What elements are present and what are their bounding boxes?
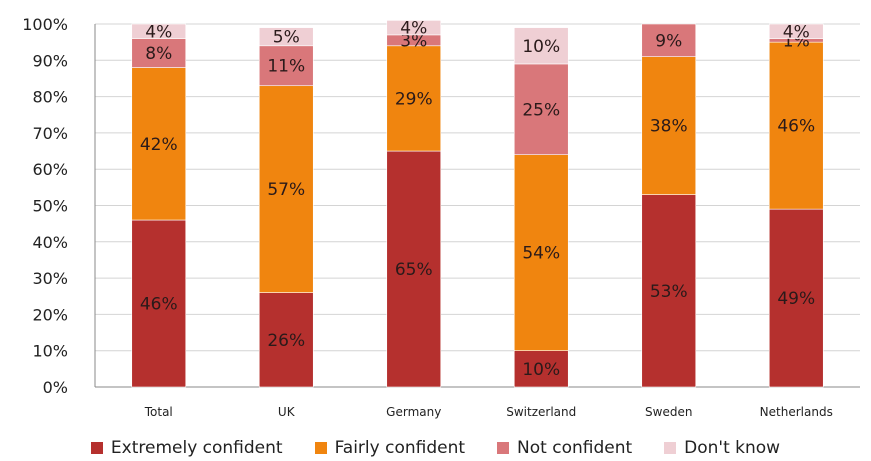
bar-segment-not-confident xyxy=(641,23,697,57)
bar-segment-extremely-confident xyxy=(768,208,824,388)
data-label: 10% xyxy=(522,360,560,380)
data-label: 38% xyxy=(650,117,688,137)
data-label: 8% xyxy=(145,44,172,64)
data-label: 46% xyxy=(777,117,815,137)
y-tick-label: 40% xyxy=(32,233,68,252)
chart-svg: 0% 10% 20% 30% 40% 50% 60% 70% 80% 90% 100% 46% 42% 8… xyxy=(22,15,860,419)
data-label: 3% xyxy=(400,31,427,51)
data-label: 54% xyxy=(522,244,560,264)
bar-segment-not-confident xyxy=(513,63,569,155)
bar-segment-extremely-confident xyxy=(131,219,187,388)
bar-segment-fairly-confident xyxy=(386,45,442,152)
bar-segment-not-confident xyxy=(131,38,187,68)
y-tick-label: 10% xyxy=(32,342,68,361)
legend-swatch-not-confident xyxy=(497,442,510,454)
legend-swatch-extremely-confident xyxy=(90,442,103,454)
legend-item-not-confident: Not confident xyxy=(497,438,632,458)
y-tick-label: 70% xyxy=(32,124,68,143)
data-label: 42% xyxy=(140,135,178,155)
data-label: 10% xyxy=(522,37,560,57)
bar-segment-fairly-confident xyxy=(513,154,569,351)
data-label: 4% xyxy=(400,19,427,39)
y-tick-label: 90% xyxy=(32,51,68,70)
bar-segment-don-t-know xyxy=(386,20,442,36)
legend-item-extremely-confident: Extremely confident xyxy=(90,438,283,458)
legend-item-dont-know: Don't know xyxy=(664,438,780,458)
data-label: 4% xyxy=(145,22,172,42)
bar-segment-not-confident xyxy=(258,45,314,87)
bar-segment-don-t-know xyxy=(131,23,187,39)
data-label: 29% xyxy=(395,89,433,109)
y-tick-label: 80% xyxy=(32,88,68,107)
bar-segment-fairly-confident xyxy=(768,41,824,210)
bar-segment-don-t-know xyxy=(258,27,314,47)
data-label: 4% xyxy=(783,22,810,42)
data-label: 65% xyxy=(395,260,433,280)
bar-segment-extremely-confident xyxy=(513,350,569,388)
bar-segment-don-t-know xyxy=(768,23,824,39)
bar-segment-fairly-confident xyxy=(131,67,187,221)
data-label: 53% xyxy=(650,282,688,302)
data-label: 57% xyxy=(267,180,305,200)
legend-label-not-confident: Not confident xyxy=(517,438,633,458)
y-tick-label: 30% xyxy=(32,269,68,288)
chart-legend: Extremely confident Fairly confident Not… xyxy=(0,436,871,460)
x-tick-label: Germany xyxy=(386,405,441,419)
legend-label-dont-know: Don't know xyxy=(684,438,781,458)
bar-segment-fairly-confident xyxy=(258,85,314,293)
x-tick-label: Switzerland xyxy=(506,405,576,419)
legend-label-extremely-confident: Extremely confident xyxy=(110,438,283,458)
data-label: 25% xyxy=(522,100,560,120)
legend-label-fairly-confident: Fairly confident xyxy=(334,438,466,458)
data-label: 11% xyxy=(267,57,305,77)
legend-item-fairly-confident: Fairly confident xyxy=(314,438,466,458)
data-label: 49% xyxy=(777,289,815,309)
legend-swatch-dont-know xyxy=(664,442,677,454)
data-label: 46% xyxy=(140,295,178,315)
bar-segment-don-t-know xyxy=(513,27,569,65)
data-label: 9% xyxy=(655,31,682,51)
y-tick-label: 50% xyxy=(32,197,68,216)
x-tick-label: Total xyxy=(144,405,173,419)
data-label: 5% xyxy=(273,28,300,48)
y-tick-label: 0% xyxy=(43,378,68,397)
bar-segment-fairly-confident xyxy=(641,56,697,195)
bar-segment-extremely-confident xyxy=(258,292,314,388)
y-tick-label: 100% xyxy=(22,15,68,34)
data-label: 26% xyxy=(267,331,305,351)
y-tick-label: 60% xyxy=(32,160,68,179)
x-tick-label: Netherlands xyxy=(760,405,833,419)
bar-segment-extremely-confident xyxy=(641,194,697,388)
y-tick-label: 20% xyxy=(32,305,68,324)
x-tick-label: Sweden xyxy=(645,405,692,419)
legend-swatch-fairly-confident xyxy=(314,442,327,454)
x-tick-label: UK xyxy=(278,405,296,419)
bar-segment-extremely-confident xyxy=(386,150,442,388)
